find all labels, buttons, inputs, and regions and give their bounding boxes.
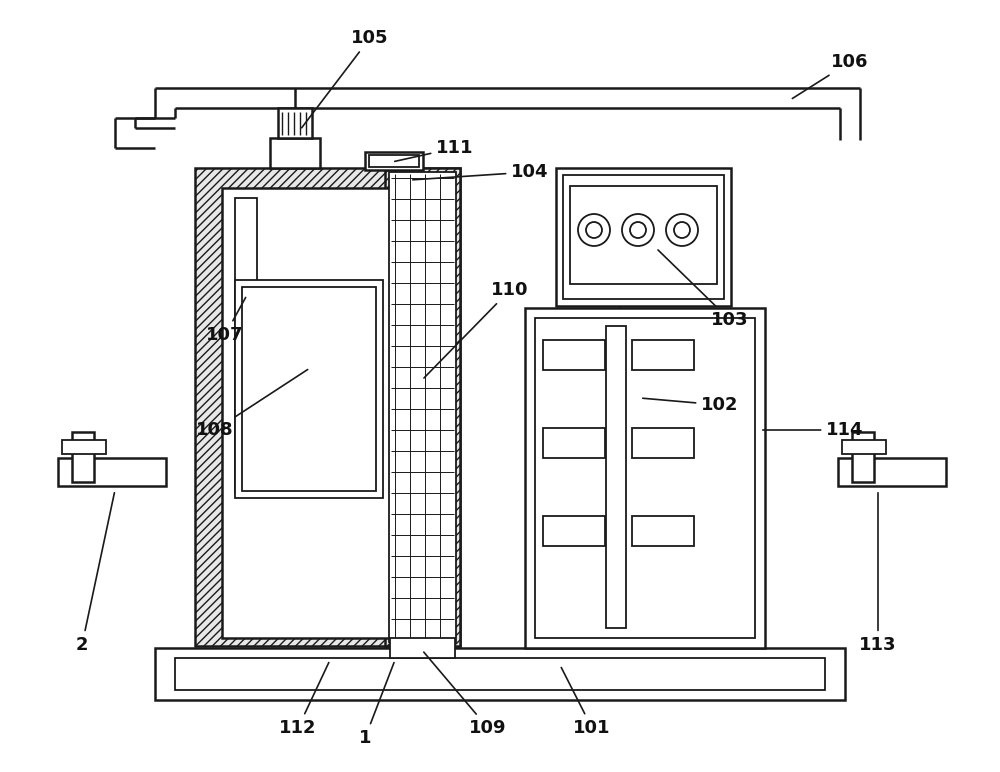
Bar <box>632 516 694 546</box>
Text: 102: 102 <box>643 396 739 414</box>
Text: 105: 105 <box>302 29 389 128</box>
Bar <box>72 432 94 482</box>
Bar <box>632 340 694 370</box>
Bar <box>543 340 605 370</box>
Text: 108: 108 <box>196 370 308 439</box>
Bar <box>389 172 456 642</box>
Text: 2: 2 <box>76 493 114 654</box>
Bar <box>270 138 320 168</box>
Text: 113: 113 <box>859 493 897 654</box>
Bar <box>852 432 874 482</box>
Bar <box>242 287 376 491</box>
Text: 103: 103 <box>658 250 749 329</box>
Bar <box>155 648 845 700</box>
Bar <box>838 458 946 486</box>
Bar <box>235 280 383 498</box>
Circle shape <box>666 214 698 246</box>
Bar <box>570 186 717 284</box>
Bar <box>365 152 423 170</box>
Bar <box>235 198 257 493</box>
Bar <box>58 458 166 486</box>
Text: 104: 104 <box>413 163 549 181</box>
Text: 111: 111 <box>395 139 474 161</box>
Bar <box>222 188 440 638</box>
Text: 109: 109 <box>424 652 507 737</box>
Text: 114: 114 <box>763 421 864 439</box>
Bar <box>369 155 419 167</box>
Bar <box>543 516 605 546</box>
Bar <box>385 168 460 646</box>
Bar <box>606 326 626 628</box>
Circle shape <box>622 214 654 246</box>
Circle shape <box>674 222 690 238</box>
Bar <box>390 638 455 658</box>
Bar <box>563 175 724 299</box>
Text: 1: 1 <box>359 662 394 747</box>
Circle shape <box>578 214 610 246</box>
Bar <box>543 428 605 458</box>
Bar <box>195 168 460 646</box>
Text: 112: 112 <box>279 662 329 737</box>
Bar <box>632 428 694 458</box>
Bar <box>842 440 886 454</box>
Text: 107: 107 <box>206 297 246 344</box>
Text: 101: 101 <box>561 668 611 737</box>
Text: 106: 106 <box>792 53 869 99</box>
Bar <box>535 318 755 638</box>
Circle shape <box>586 222 602 238</box>
Bar <box>62 440 106 454</box>
Bar <box>175 658 825 690</box>
Circle shape <box>630 222 646 238</box>
Text: 110: 110 <box>424 281 529 378</box>
Bar <box>525 308 765 648</box>
Bar <box>556 168 731 306</box>
Bar <box>278 108 312 138</box>
